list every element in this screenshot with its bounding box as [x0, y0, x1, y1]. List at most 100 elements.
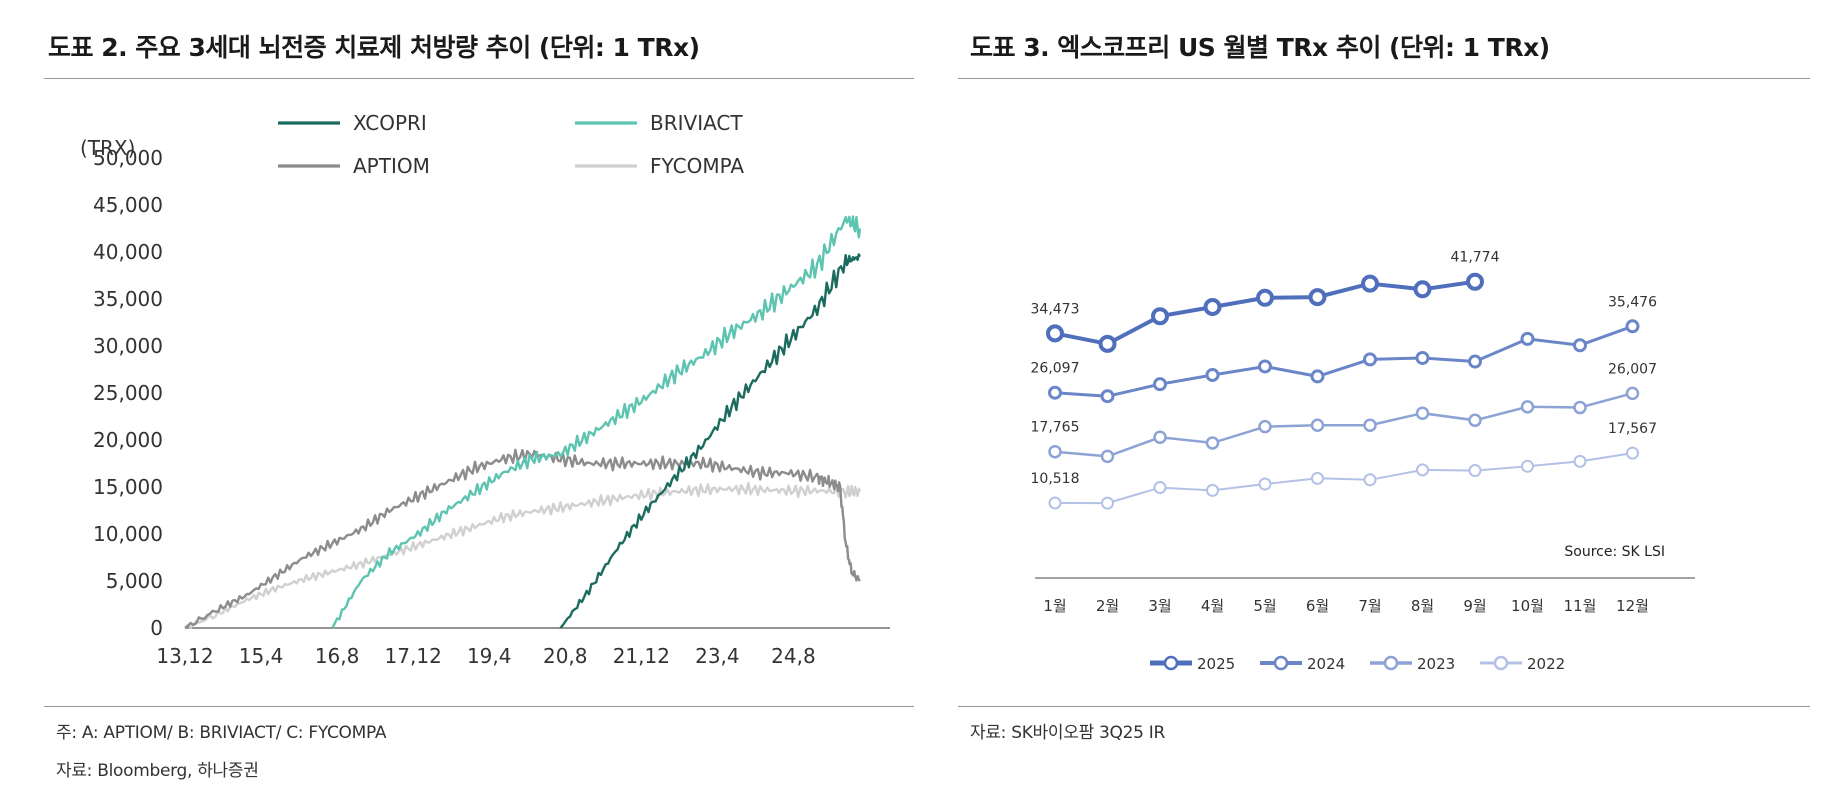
left-bottom-rule — [44, 706, 914, 707]
right-data-label: 26,007 — [1608, 361, 1657, 377]
right-x-tick-label: 10월 — [1511, 597, 1544, 615]
right-data-point-2025 — [1151, 307, 1169, 326]
right-x-tick-label: 9월 — [1463, 597, 1486, 615]
left-series-line-aptiom — [184, 448, 861, 630]
right-data-point-2022 — [1416, 463, 1429, 477]
left-y-tick-label: 25,000 — [93, 381, 163, 405]
left-y-tick-label: 0 — [150, 616, 163, 640]
left-y-tick-label: 20,000 — [93, 428, 163, 452]
right-x-tick-label: 2월 — [1096, 597, 1119, 615]
right-data-label: 35,476 — [1608, 294, 1657, 310]
left-y-tick-label: 15,000 — [93, 475, 163, 499]
right-data-point-2025 — [1361, 274, 1379, 293]
right-data-point-2023 — [1520, 400, 1535, 414]
left-x-tick-label: 19,4 — [467, 644, 512, 668]
right-x-tick-label: 8월 — [1411, 597, 1434, 615]
right-data-point-2024 — [1415, 350, 1430, 365]
right-data-point-2022 — [1521, 459, 1534, 473]
right-data-point-2022 — [1363, 473, 1377, 487]
right-data-point-2023 — [1310, 418, 1325, 432]
right-x-tick-label: 11월 — [1564, 597, 1597, 615]
left-y-tick-label: 40,000 — [93, 240, 163, 264]
right-data-point-2024 — [1048, 385, 1062, 400]
right-data-point-2022 — [1153, 481, 1167, 495]
left-y-axis-unit: (TRX) — [80, 136, 135, 160]
right-legend-marker — [1163, 655, 1179, 671]
left-x-tick-label: 24,8 — [771, 644, 816, 668]
right-data-point-2023 — [1205, 436, 1220, 450]
right-data-point-2024 — [1205, 367, 1220, 382]
right-legend-marker — [1493, 655, 1509, 671]
right-line-chart: 10,518 17,567 17,765 26,007 26,097 35,476 34,4… — [1031, 250, 1695, 673]
right-legend-label: 2023 — [1417, 655, 1455, 673]
right-data-point-2022 — [1311, 471, 1324, 485]
right-data-point-2024 — [1153, 377, 1167, 392]
right-data-point-2025 — [1308, 288, 1327, 307]
left-x-tick-label: 23,4 — [695, 644, 740, 668]
left-y-tick-label: 50,000 — [93, 146, 163, 170]
right-data-point-2023 — [1363, 418, 1377, 432]
right-data-point-2022 — [1468, 464, 1482, 478]
right-data-point-2023 — [1415, 406, 1430, 420]
right-data-point-2022 — [1206, 483, 1219, 497]
left-series-lines — [184, 215, 862, 630]
left-x-tick-label: 13,12 — [156, 644, 213, 668]
left-series-line-xcopri — [559, 253, 862, 629]
right-data-point-2024 — [1520, 331, 1535, 346]
right-data-point-2022 — [1048, 496, 1062, 510]
right-data-point-2025 — [1413, 280, 1432, 299]
left-legend-label: FYCOMPA — [650, 154, 744, 178]
left-line-chart: (TRX) 0 5,000 10,000 15,000 20,000 25,000 30,0… — [80, 111, 890, 668]
right-series-line-2023 — [1054, 392, 1633, 458]
right-data-point-2022 — [1573, 454, 1587, 468]
right-data-point-2022 — [1626, 446, 1639, 460]
right-data-point-2023 — [1048, 444, 1062, 459]
left-chart-title: 도표 2. 주요 3세대 뇌전증 치료제 처방량 추이 (단위: 1 TRx) — [48, 33, 700, 62]
left-y-tick-label: 5,000 — [106, 569, 163, 593]
left-series-line-briviact — [331, 215, 862, 629]
right-source: 자료: SK바이오팜 3Q25 IR — [970, 723, 1165, 743]
right-data-point-2024 — [1310, 369, 1325, 384]
right-legend-marker — [1383, 655, 1399, 671]
right-x-tick-label: 4월 — [1201, 597, 1224, 615]
right-data-point-2023 — [1153, 430, 1167, 445]
right-chart-source-annotation: Source: SK LSI — [1564, 544, 1665, 560]
right-data-point-2024 — [1258, 359, 1272, 374]
right-data-point-2025 — [1046, 324, 1064, 343]
right-series-line-2024 — [1054, 324, 1634, 398]
right-legend-label: 2024 — [1307, 655, 1345, 673]
right-data-point-2025 — [1098, 334, 1117, 353]
right-legend: 2025 2024 2023 2022 — [1150, 655, 1565, 673]
right-title-rule — [958, 78, 1810, 79]
left-legend-label: XCOPRI — [353, 111, 427, 135]
left-x-ticks: 13,12 15,4 16,8 17,12 19,4 20,8 21,12 23,4 24,8 — [156, 644, 815, 668]
right-chart-title: 도표 3. 엑스코프리 US 월별 TRx 추이 (단위: 1 TRx) — [970, 33, 1550, 62]
right-data-label: 26,097 — [1031, 361, 1080, 377]
right-data-point-2024 — [1100, 389, 1115, 404]
left-x-tick-label: 21,12 — [613, 644, 670, 668]
right-x-ticks: 1월 2월 3월 4월 5월 6월 7월 8월 9월 10월 11월 12월 — [1043, 597, 1649, 615]
right-data-point-2023 — [1625, 386, 1640, 401]
right-series-line-2022 — [1054, 452, 1633, 505]
right-x-tick-label: 12월 — [1616, 597, 1649, 615]
left-source: 자료: Bloomberg, 하나증권 — [56, 761, 259, 781]
right-legend-label: 2022 — [1527, 655, 1565, 673]
right-data-point-2023 — [1573, 400, 1587, 415]
right-data-point-2024 — [1468, 354, 1482, 369]
right-data-point-2025 — [1203, 298, 1222, 317]
right-data-label: 41,774 — [1451, 250, 1500, 266]
left-legend-label: BRIVIACT — [650, 111, 743, 135]
left-y-tick-label: 30,000 — [93, 334, 163, 358]
right-data-point-2023 — [1100, 449, 1115, 464]
right-data-label: 10,518 — [1031, 471, 1080, 487]
right-data-point-2024 — [1625, 319, 1640, 334]
right-data-label: 34,473 — [1031, 301, 1080, 317]
right-data-label: 17,567 — [1608, 421, 1657, 437]
right-legend-label: 2025 — [1197, 655, 1235, 673]
right-data-point-2025 — [1256, 288, 1274, 307]
left-x-tick-label: 15,4 — [239, 644, 284, 668]
right-x-tick-label: 3월 — [1148, 597, 1171, 615]
right-bottom-rule — [958, 706, 1810, 707]
left-x-tick-label: 16,8 — [315, 644, 360, 668]
right-x-tick-label: 7월 — [1358, 597, 1381, 615]
